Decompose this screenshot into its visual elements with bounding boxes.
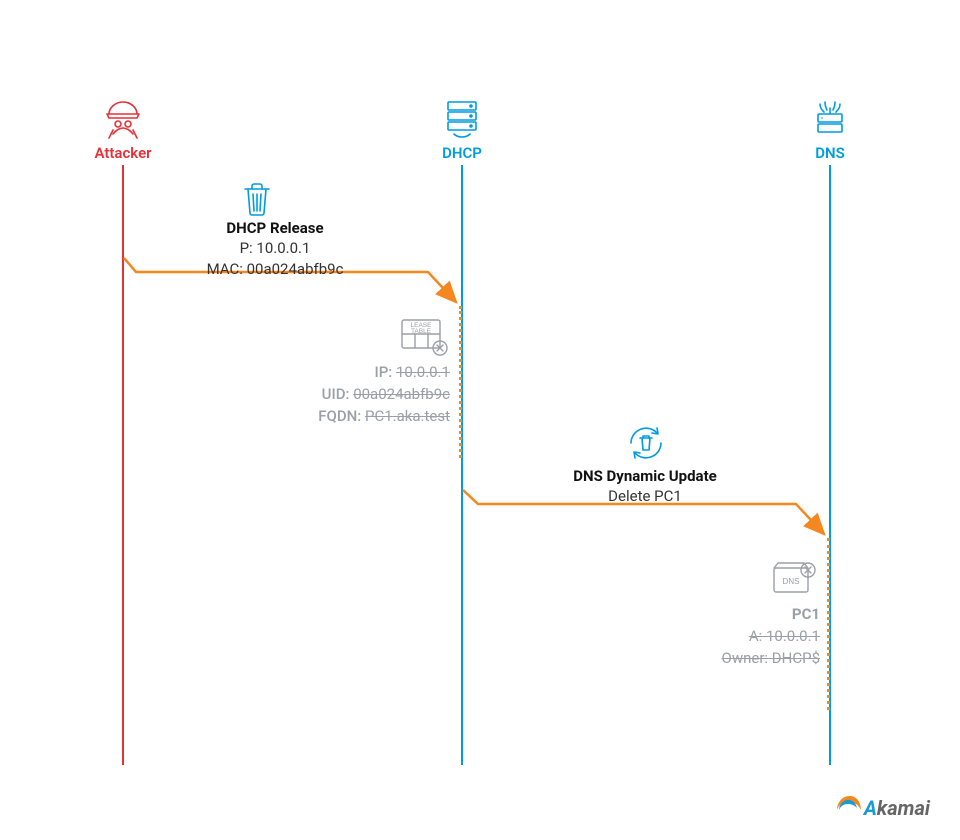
dns-owner-label: Owner: (722, 649, 769, 667)
dns-record-block: PC1 A: 10.0.0.1 Owner: DHCP$ (650, 604, 820, 669)
dhcp-release-msg: DHCP Release P: 10.0.0.1 MAC: 00a024abfb… (160, 218, 390, 279)
dhcp-release-mac: MAC: 00a024abfb9c (160, 259, 390, 279)
akamai-logo: Akamai (836, 794, 930, 825)
dns-owner-val: DHCP$ (772, 649, 820, 667)
attacker-label: Attacker (63, 144, 183, 162)
lease-ip-label: IP: (374, 363, 392, 381)
lease-table-block: IP: 10.0.0.1 UID: 00a024abfb9c FQDN: PC1… (260, 362, 450, 427)
dns-update-title: DNS Dynamic Update (510, 466, 780, 486)
refresh-trash-icon (623, 420, 669, 470)
trash-icon (240, 179, 274, 223)
lease-ip-val: 10.0.0.1 (396, 363, 450, 381)
svg-text:TABLE: TABLE (411, 328, 432, 335)
dns-label: DNS (770, 144, 890, 162)
logo-text: kamai (877, 796, 930, 820)
lease-uid-val: 00a024abfb9c (353, 385, 450, 403)
lease-uid-label: UID: (322, 385, 350, 403)
dhcp-release-title: DHCP Release (160, 218, 390, 238)
lease-fqdn-label: FQDN: (318, 407, 361, 425)
dhcp-ext-dotted (459, 306, 462, 458)
dhcp-label: DHCP (402, 144, 522, 162)
lease-table-icon: LEASE TABLE (398, 316, 448, 362)
dns-record-icon: DNS (768, 558, 818, 604)
dns-update-msg: DNS Dynamic Update Delete PC1 (510, 466, 780, 507)
lifeline-attacker (122, 165, 124, 765)
dns-server-icon (800, 94, 860, 146)
dns-a-val: 10.0.0.1 (766, 627, 820, 645)
svg-text:DNS: DNS (783, 577, 800, 586)
lease-fqdn-val: PC1.aka.test (365, 407, 450, 425)
dns-record-name: PC1 (650, 604, 820, 626)
dns-update-line: Delete PC1 (510, 486, 780, 506)
dhcp-server-icon (432, 94, 492, 146)
dns-ext-dotted (827, 538, 830, 710)
dns-a-label: A: (749, 627, 762, 645)
lifeline-dhcp (461, 165, 463, 765)
dhcp-release-ip: P: 10.0.0.1 (160, 238, 390, 258)
attacker-icon (93, 94, 153, 146)
